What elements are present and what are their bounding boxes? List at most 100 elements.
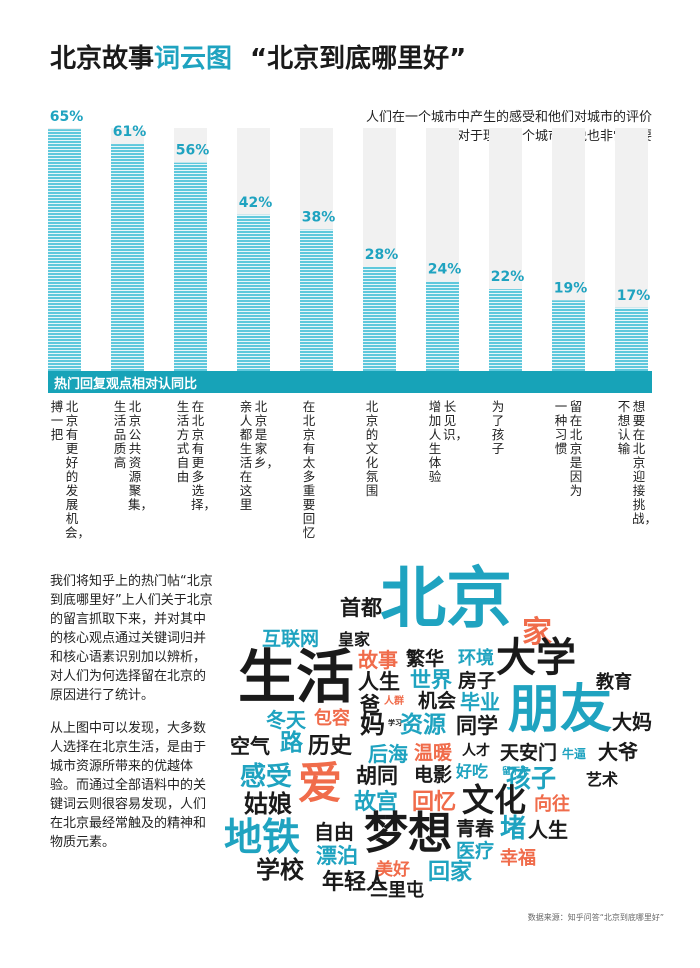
body-paragraph-2: 从上图中可以发现，大多数人选择在北京生活，是由于城市资源所带来的优越体验。而通过… (50, 721, 207, 850)
word-cloud-word: 幸福 (500, 848, 536, 869)
word-cloud-word: 自由 (314, 820, 354, 844)
bar-value-label: 38% (302, 210, 336, 226)
bar-value-label: 56% (176, 143, 210, 159)
word-cloud-word: 天安门 (500, 742, 558, 764)
word-cloud-word: 医疗 (456, 840, 495, 862)
title-part2: 词云图 (154, 44, 233, 74)
word-cloud-word: 繁华 (406, 648, 445, 670)
bar (237, 214, 270, 371)
word-cloud-word: 资源 (400, 712, 446, 738)
bar-value-label: 28% (365, 247, 399, 263)
bar (48, 129, 81, 371)
bar-value-label: 42% (239, 195, 273, 211)
word-cloud-word: 世界 (410, 668, 452, 692)
bar-chart: 65% 61% 56% 42% 38% 28% 24% 22% 19% 17% (48, 109, 651, 371)
word-cloud-word: 教育 (596, 672, 632, 693)
category-label-line: 北京有更好的发展机会， (65, 399, 91, 540)
word-cloud-word: 首都 (340, 596, 382, 620)
word-cloud-word: 电影 (414, 764, 453, 786)
word-cloud-word: 家 (522, 615, 552, 650)
word-cloud-word: 人才 (462, 743, 490, 759)
chart-baseline-band (48, 371, 652, 393)
bar (489, 289, 522, 371)
band-label: 热门回复观点相对认同比 (54, 377, 198, 392)
category-label-line: 一种习惯 (554, 399, 568, 456)
word-cloud-word: 生活 (238, 643, 355, 711)
category-label-line: 生活品质高 (113, 399, 127, 470)
bar-value-label: 61% (113, 124, 147, 140)
word-cloud-word: 梦想 (364, 808, 452, 859)
word-cloud-word: 好吃 (456, 762, 489, 781)
word-cloud-word: 冬天 (266, 708, 306, 732)
bar (111, 144, 144, 371)
word-cloud-word: 文化 (462, 781, 527, 819)
category-label-line: 北京是家乡， (254, 399, 280, 470)
word-cloud-word: 环境 (458, 648, 494, 669)
word-cloud-word: 学习 (388, 719, 402, 727)
category-label-line: 生活方式自由 (176, 399, 190, 484)
word-cloud-word: 路 (280, 730, 303, 756)
word-cloud-word: 三里屯 (370, 880, 424, 901)
word-cloud-word: 故宫 (354, 790, 399, 815)
word-cloud-word: 爸 (360, 692, 380, 716)
bar-value-label: 17% (617, 288, 651, 304)
word-cloud-word: 房子 (458, 670, 497, 692)
word-cloud-word: 爱 (298, 758, 342, 809)
word-cloud-word: 包容 (314, 708, 350, 729)
word-cloud-word: 大学 (496, 635, 576, 681)
intro-line-1: 人们在一个城市中产生的感受和他们对城市的评价 (365, 110, 652, 125)
word-cloud-word: 漂泊 (316, 844, 358, 868)
word-cloud-word: 历史 (308, 734, 353, 759)
word-cloud-word: 后海 (368, 742, 408, 766)
word-cloud-word: 大爷 (598, 740, 638, 764)
word-cloud-word: 朋友 (508, 680, 613, 740)
word-cloud-word: 互联网 (262, 628, 320, 650)
source-note: 数据来源：知乎问答“北京到底哪里好” (527, 913, 664, 922)
word-cloud-word: 皇家 (338, 630, 371, 649)
word-cloud-word: 空气 (230, 734, 270, 758)
category-label-line: 在北京有更多选择， (191, 399, 217, 512)
word-cloud-word: 回忆 (412, 790, 457, 815)
word-cloud-word: 故事 (358, 648, 398, 672)
word-cloud-word: 美好 (376, 860, 410, 880)
body-text: 我们将知乎上的热门帖“北京到底哪里好”上人们关于北京的留言抓取下来，并对其中的核… (50, 572, 218, 866)
word-cloud-word: 温暖 (414, 742, 453, 764)
word-cloud-word: 牛逼 (562, 747, 587, 761)
word-cloud-word: 向往 (534, 794, 570, 815)
bar (300, 229, 333, 371)
word-cloud-word: 学校 (256, 856, 304, 884)
word-cloud-word: 人生 (358, 670, 400, 694)
title-quote: “北京到底哪里好” (250, 44, 467, 74)
word-cloud-word: 姑娘 (244, 790, 292, 818)
word-cloud-word: 地铁 (224, 815, 301, 859)
word-cloud-word: 青春 (456, 818, 495, 840)
category-label-line: 不想认输 (617, 399, 631, 456)
body-paragraph-1: 我们将知乎上的热门帖“北京到底哪里好”上人们关于北京的留言抓取下来，并对其中的核… (50, 574, 213, 703)
category-label-line: 增加人生体验 (428, 399, 442, 484)
bar (426, 281, 459, 371)
word-cloud-word: 大妈 (612, 710, 652, 734)
bar-value-label: 19% (554, 280, 588, 296)
bar-value-label: 22% (491, 269, 525, 285)
word-cloud-word: 孩子 (506, 764, 557, 793)
word-cloud-word: 艺术 (586, 770, 619, 789)
category-label-line: 留在北京是因为 (569, 399, 583, 498)
word-cloud-word: 留下来 (502, 767, 530, 777)
bar-value-label: 65% (50, 109, 84, 125)
word-cloud-word: 同学 (456, 714, 498, 738)
category-label-line: 在北京有太多重要回忆 (302, 399, 316, 540)
page-title: 北京故事词云图 “北京到底哪里好” (50, 38, 466, 75)
category-label-line: 想要在北京迎接挑战， (632, 399, 658, 526)
word-cloud-word: 回家 (428, 860, 473, 885)
category-label-line: 北京公共资源聚集， (128, 399, 154, 512)
bar (174, 162, 207, 371)
bar (363, 266, 396, 371)
word-cloud-word: 胡同 (356, 764, 398, 788)
word-cloud-word: 毕业 (460, 690, 500, 714)
bar (552, 300, 585, 371)
word-cloud-word: 妈 (360, 710, 386, 739)
word-cloud-word: 人生 (528, 818, 568, 842)
bar (615, 307, 648, 371)
category-label-line: 亲人都生活在这里 (239, 399, 253, 512)
title-part1: 北京故事 (50, 44, 155, 74)
